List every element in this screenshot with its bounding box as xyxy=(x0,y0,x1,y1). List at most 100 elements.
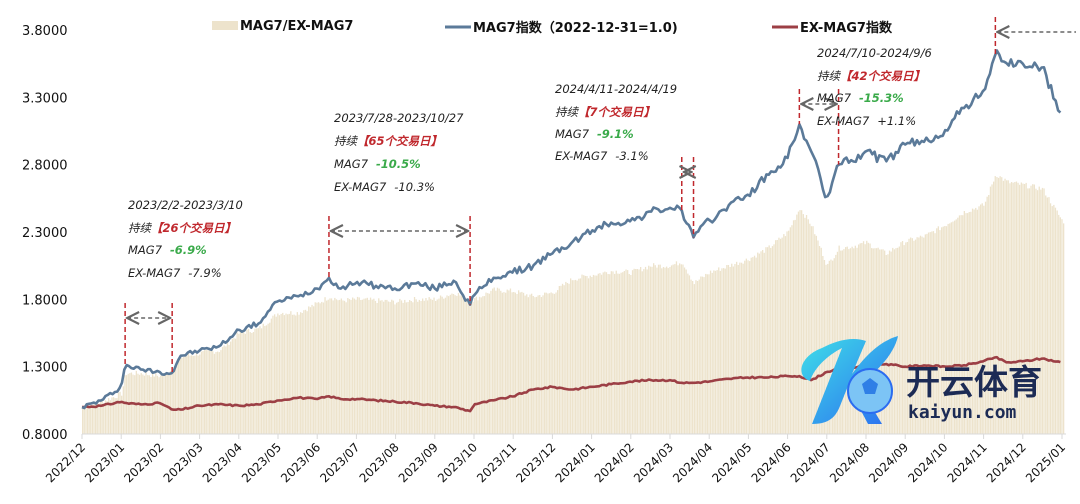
ratio-bar xyxy=(779,238,782,434)
ratio-bar xyxy=(592,274,595,434)
ratio-bar xyxy=(552,293,554,434)
ratio-bar xyxy=(809,223,811,434)
ratio-bar xyxy=(173,370,175,434)
ratio-bar xyxy=(586,276,588,434)
ratio-bar xyxy=(805,215,808,434)
ratio-bar xyxy=(607,274,609,434)
ratio-bar xyxy=(682,264,684,434)
ratio-bar xyxy=(858,244,860,434)
ratio-bar xyxy=(801,210,803,434)
ratio-bars xyxy=(82,176,1065,434)
ratio-bar xyxy=(635,269,637,434)
ratio-bar xyxy=(303,310,305,434)
ratio-bar xyxy=(347,298,349,434)
ratio-bar xyxy=(200,351,203,434)
x-tick-label: 2023/04 xyxy=(200,440,245,485)
ratio-bar xyxy=(976,209,978,434)
ratio-bar xyxy=(472,301,474,434)
ratio-bar xyxy=(111,397,113,434)
ratio-bar xyxy=(669,267,671,434)
ratio-bar xyxy=(999,176,1001,434)
ratio-bar xyxy=(86,407,89,434)
ratio-bar xyxy=(1007,180,1009,434)
ratio-bar xyxy=(282,312,284,434)
ratio-bar xyxy=(763,252,765,434)
ratio-bar xyxy=(511,292,513,434)
ratio-bar xyxy=(257,328,259,434)
ratio-bar xyxy=(740,262,743,434)
ratio-bar xyxy=(199,354,201,434)
ratio-bar xyxy=(256,328,258,434)
ratio-bar xyxy=(776,240,778,434)
ratio-bar xyxy=(251,333,253,434)
ratio-bar xyxy=(573,280,575,434)
ratio-bar xyxy=(871,248,873,434)
ratio-bar xyxy=(519,292,521,434)
ratio-bar xyxy=(83,406,85,434)
ratio-bar xyxy=(617,273,619,434)
ratio-bar xyxy=(205,350,207,434)
ratio-bar xyxy=(246,329,248,434)
ratio-bar xyxy=(104,400,107,434)
ratio-bar xyxy=(340,298,342,434)
ratio-bar xyxy=(171,372,173,434)
svg-text:EX-MAG7-10.3%: EX-MAG7 -10.3% xyxy=(334,180,435,194)
ratio-bar xyxy=(399,298,401,434)
ratio-bar xyxy=(1038,186,1040,434)
ratio-bar xyxy=(483,296,486,434)
ratio-bar xyxy=(1023,184,1026,434)
ratio-bar xyxy=(90,404,92,434)
ratio-bar xyxy=(662,267,665,434)
ratio-bar xyxy=(319,303,321,434)
annotation-duration: 【42个交易日】 xyxy=(840,69,925,83)
ratio-bar xyxy=(822,256,824,434)
ratio-bar xyxy=(496,287,499,434)
ratio-bar xyxy=(487,293,489,434)
ratio-bar xyxy=(936,228,938,434)
ratio-bar xyxy=(713,270,715,434)
x-tick-label: 2024/04 xyxy=(670,440,715,485)
ratio-bar xyxy=(1056,210,1058,434)
ratio-bar xyxy=(760,251,762,434)
ratio-bar xyxy=(927,232,930,434)
ratio-bar xyxy=(321,301,323,434)
ratio-bar xyxy=(509,288,512,434)
ratio-bar xyxy=(238,333,240,434)
ratio-bar xyxy=(723,268,725,434)
ratio-bar xyxy=(322,302,325,434)
ratio-bar xyxy=(119,391,121,434)
ratio-bar xyxy=(99,400,102,434)
ratio-bar xyxy=(527,297,529,434)
ratio-bar xyxy=(365,298,367,434)
ratio-bar xyxy=(247,329,250,434)
ratio-bar xyxy=(88,405,90,434)
ratio-bar xyxy=(1061,219,1063,434)
ratio-bar xyxy=(618,273,621,434)
ratio-bar xyxy=(996,177,998,434)
ratio-bar xyxy=(750,257,752,434)
ratio-bar xyxy=(986,196,988,434)
ratio-bar xyxy=(478,296,481,434)
ratio-bar xyxy=(465,299,468,434)
x-tick-label: 2025/01 xyxy=(1023,440,1068,485)
ratio-bar xyxy=(818,246,821,434)
ratio-bar xyxy=(879,249,881,434)
ratio-bar xyxy=(942,226,944,434)
ratio-bar xyxy=(417,301,419,434)
ratio-bar xyxy=(557,290,559,434)
ratio-bar xyxy=(191,355,193,434)
ratio-bar xyxy=(731,263,733,434)
y-tick-label: 1.3000 xyxy=(22,361,68,376)
ratio-bar xyxy=(464,299,466,434)
ratio-bar xyxy=(984,201,987,434)
ratio-bar xyxy=(542,295,544,434)
annotation-exmag7-change: -10.3% xyxy=(394,180,435,194)
ratio-bar xyxy=(210,350,212,434)
ratio-bar xyxy=(550,292,552,434)
ratio-bar xyxy=(378,298,380,434)
ratio-bar xyxy=(293,314,295,434)
ratio-bar xyxy=(291,314,294,434)
ratio-bar xyxy=(179,355,181,434)
ratio-bar xyxy=(1027,188,1029,434)
ratio-bar xyxy=(387,301,390,434)
